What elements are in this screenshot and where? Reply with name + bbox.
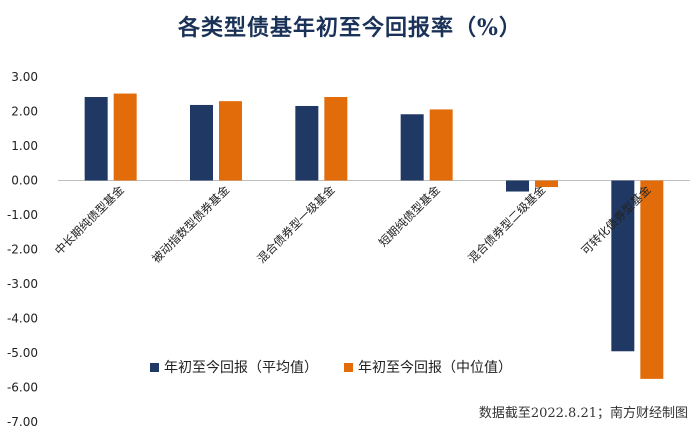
legend-label-average: 年初至今回报（平均值）	[164, 360, 318, 376]
category-label: 中长期纯债型基金	[52, 182, 127, 257]
bar-median-3	[429, 109, 453, 181]
y-tick-label: 3.00	[11, 70, 38, 84]
y-tick-label: -5.00	[7, 346, 38, 360]
y-tick-label: -6.00	[7, 381, 38, 395]
legend: 年初至今回报（平均值） 年初至今回报（中位值）	[150, 357, 512, 377]
y-tick-label: 1.00	[11, 139, 38, 153]
y-tick-label: -1.00	[7, 208, 38, 222]
bar-average-1	[190, 104, 213, 181]
legend-item-median: 年初至今回报（中位值）	[344, 357, 512, 377]
category-label: 被动指数型债券基金	[149, 182, 232, 265]
y-tick-label: -3.00	[7, 277, 38, 291]
category-label: 混合债券型一级基金	[254, 182, 337, 265]
y-tick-label: -2.00	[7, 243, 38, 257]
chart-title: 各类型债基年初至今回报率（%）	[178, 15, 522, 41]
bar-median-1	[219, 101, 242, 181]
y-tick-label: -7.00	[7, 415, 38, 429]
legend-item-average: 年初至今回报（平均值）	[150, 357, 318, 377]
y-tick-label: 0.00	[11, 174, 38, 188]
bar-average-2	[295, 105, 319, 181]
bar-average-5	[611, 180, 635, 352]
legend-swatch-median	[344, 362, 353, 372]
bar-median-5	[640, 180, 664, 379]
bar-average-4	[506, 180, 529, 192]
bar-median-4	[535, 180, 558, 188]
bar-average-3	[400, 114, 424, 181]
bar-median-2	[324, 97, 348, 181]
bar-average-0	[84, 97, 108, 181]
category-label: 混合债券型二级基金	[465, 182, 548, 265]
legend-label-median: 年初至今回报（中位值）	[358, 360, 512, 376]
category-label: 短期纯债型基金	[376, 182, 443, 249]
source-note: 数据截至2022.8.21；南方财经制图	[478, 406, 688, 421]
bar-median-0	[113, 93, 137, 181]
y-tick-label: -4.00	[7, 312, 38, 326]
legend-swatch-average	[150, 362, 159, 372]
y-tick-label: 2.00	[11, 105, 38, 119]
